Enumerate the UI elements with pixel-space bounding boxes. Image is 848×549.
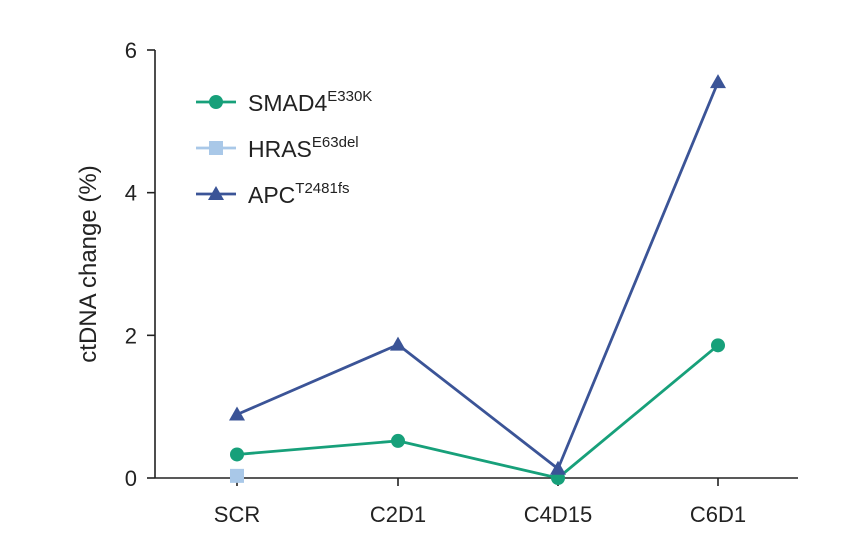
y-tick-label: 0 [125,466,137,491]
y-ticks: 0 2 4 6 [125,38,155,491]
data-point-apc [710,74,726,89]
x-tick-label: C4D15 [524,502,592,527]
legend-superscript-hras: E63del [312,134,359,151]
x-tick-label: C2D1 [370,502,426,527]
series-line-apc [236,81,720,471]
legend-name-apc: APC [248,182,295,208]
series-line-smad4 [236,344,719,480]
legend-marker-hras [209,141,223,155]
legend-superscript-smad4: E330K [327,88,372,105]
x-ticks: SCR C2D1 C4D15 C6D1 [214,478,746,527]
y-axis-title: ctDNA change (%) [75,165,102,362]
legend-superscript-apc: T2481fs [295,180,349,197]
legend-label-hras: HRASE63del [248,134,359,162]
legend-label-smad4: SMAD4E330K [248,88,372,116]
data-point-smad4 [711,338,725,353]
axes [154,50,798,479]
legend: SMAD4E330K HRASE63del APCT2481fs [196,88,372,208]
legend-marker-smad4 [209,95,223,109]
legend-name-smad4: SMAD4 [248,90,327,116]
legend-marker-apc [208,186,224,200]
legend-name-hras: HRAS [248,136,312,162]
data-point-apc [229,406,245,421]
series-lines [236,81,720,480]
data-point-apc [390,336,406,351]
series-markers [229,74,726,485]
y-tick-label: 2 [125,323,137,348]
legend-label-apc: APCT2481fs [248,180,350,208]
x-tick-label: C6D1 [690,502,746,527]
y-tick-label: 6 [125,38,137,63]
y-tick-label: 4 [125,181,137,206]
data-point-apc [550,460,566,475]
data-point-hras [230,468,244,483]
data-point-smad4 [230,447,244,462]
x-tick-label: SCR [214,502,260,527]
data-point-smad4 [391,433,405,448]
